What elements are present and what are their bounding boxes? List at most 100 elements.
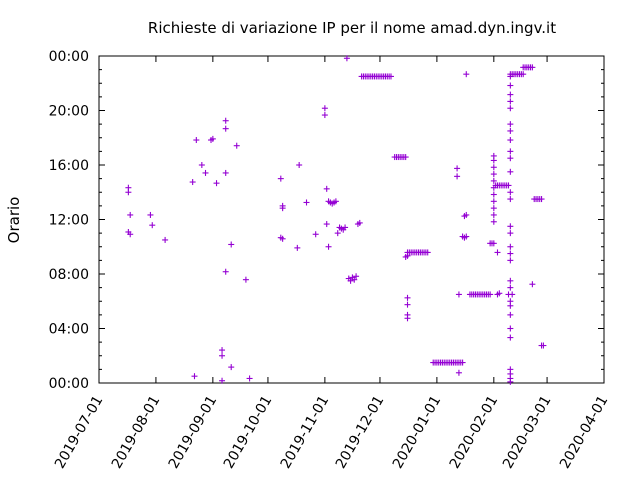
data-point	[312, 231, 319, 238]
data-point	[125, 189, 132, 196]
data-point	[507, 325, 514, 332]
data-point	[507, 148, 514, 155]
y-tick-label: 20:00	[49, 104, 89, 120]
data-point	[540, 342, 547, 349]
data-point	[332, 198, 339, 205]
data-point	[507, 91, 514, 98]
data-point	[193, 137, 200, 144]
data-point	[507, 168, 514, 175]
data-point	[454, 165, 461, 172]
y-tick-label: 00:00	[49, 49, 89, 65]
data-point	[507, 284, 514, 291]
data-point	[404, 301, 411, 308]
data-point	[507, 243, 514, 250]
x-tick-label: 2020-03-01	[500, 393, 555, 471]
x-tick-label: 2020-04-01	[557, 393, 612, 471]
plot-area-frame	[98, 55, 605, 384]
data-point	[404, 315, 411, 322]
data-point	[490, 198, 497, 205]
x-tick-label: 2019-12-01	[333, 393, 388, 471]
data-point	[189, 179, 196, 186]
data-point	[219, 347, 226, 354]
data-point	[507, 378, 514, 385]
data-point	[507, 196, 514, 203]
y-tick-label: 00:00	[49, 376, 89, 392]
data-point	[191, 373, 198, 380]
data-point	[162, 236, 169, 243]
y-axis-label: Orario	[5, 197, 23, 244]
data-point	[353, 273, 360, 280]
data-point	[455, 291, 462, 298]
data-point	[507, 98, 514, 105]
data-point	[242, 276, 249, 283]
data-point	[507, 311, 514, 318]
data-point	[507, 257, 514, 264]
data-point	[351, 276, 358, 283]
x-tick-label: 2019-09-01	[166, 393, 221, 471]
data-point	[487, 291, 494, 298]
data-point	[321, 105, 328, 112]
x-tick-label: 2019-11-01	[278, 393, 333, 471]
data-point	[507, 137, 514, 144]
data-point	[490, 164, 497, 171]
data-point	[507, 189, 514, 196]
data-point	[277, 175, 284, 182]
data-point	[147, 211, 154, 218]
data-point	[149, 222, 156, 229]
data-point	[343, 55, 350, 62]
x-tick-label: 2020-02-01	[447, 393, 502, 471]
data-point	[529, 281, 536, 288]
data-point	[490, 177, 497, 184]
data-point	[294, 244, 301, 251]
data-point	[507, 302, 514, 309]
data-point	[520, 71, 527, 78]
data-point	[507, 121, 514, 128]
x-tick-label: 2019-10-01	[221, 393, 276, 471]
data-point	[321, 112, 328, 119]
chart-title: Richieste di variazione IP per il nome a…	[148, 19, 556, 37]
data-point	[228, 241, 235, 248]
data-point	[334, 230, 341, 237]
data-point	[222, 169, 229, 176]
data-point	[507, 127, 514, 134]
data-point	[455, 369, 462, 376]
data-point	[387, 73, 394, 80]
data-point	[246, 375, 253, 382]
data-point	[222, 268, 229, 275]
data-point	[507, 155, 514, 162]
data-point	[490, 211, 497, 218]
data-point	[404, 294, 411, 301]
data-point	[222, 125, 229, 132]
data-point	[507, 334, 514, 341]
data-point	[296, 162, 303, 168]
data-point	[202, 169, 209, 176]
y-axis-ticks: 00:00 04:00 08:00 12:00 16:00 20:00 00:00	[49, 49, 604, 392]
data-point	[198, 162, 205, 168]
data-point	[424, 249, 431, 256]
data-point	[323, 221, 330, 228]
data-point	[347, 277, 354, 284]
x-axis-ticks: 2019-07-01 2019-08-01 2019-09-01 2019-10-01…	[52, 56, 612, 471]
y-tick-label: 16:00	[49, 158, 89, 174]
data-point	[507, 223, 514, 230]
y-tick-label: 08:00	[49, 267, 89, 283]
data-point	[463, 71, 470, 78]
data-point	[303, 199, 310, 206]
data-point	[463, 211, 470, 218]
data-point	[490, 191, 497, 198]
data-point	[459, 359, 466, 366]
data-point	[279, 235, 286, 242]
data-point	[507, 250, 514, 257]
data-point	[219, 377, 226, 384]
data-point	[490, 205, 497, 212]
data-point	[127, 211, 134, 218]
data-point	[529, 64, 536, 71]
data-point	[279, 205, 286, 212]
data-point	[490, 218, 497, 225]
data-point	[507, 105, 514, 112]
data-point	[505, 182, 512, 189]
data-point	[490, 157, 497, 164]
y-tick-label: 04:00	[49, 322, 89, 338]
x-tick-label: 2019-08-01	[109, 393, 164, 471]
